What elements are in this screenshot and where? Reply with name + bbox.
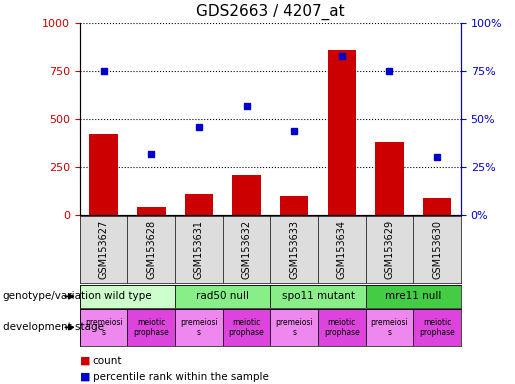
Text: mre11 null: mre11 null [385,291,441,301]
Bar [175,285,270,308]
Bar [128,309,175,346]
Text: premeiosi
s: premeiosi s [371,318,408,337]
Bar [80,285,175,308]
Bar [375,142,404,215]
Bar [175,309,222,346]
Bar [280,196,308,215]
Bar [270,285,366,308]
Text: GSM153630: GSM153630 [432,220,442,279]
Bar [137,207,165,215]
Text: meiotic
prophase: meiotic prophase [419,318,455,337]
Text: premeiosi
s: premeiosi s [180,318,218,337]
Text: meiotic
prophase: meiotic prophase [229,318,264,337]
Text: count: count [93,356,122,366]
Text: GSM153633: GSM153633 [289,220,299,279]
Text: ■: ■ [80,356,90,366]
Text: GSM153634: GSM153634 [337,220,347,279]
Bar [423,198,451,215]
Bar [232,175,261,215]
Text: GSM153628: GSM153628 [146,220,156,279]
Text: development stage: development stage [3,322,104,333]
Bar [318,309,366,346]
Text: premeiosi
s: premeiosi s [85,318,123,337]
Text: genotype/variation: genotype/variation [3,291,101,301]
Text: wild type: wild type [104,291,151,301]
Bar [366,309,413,346]
Text: spo11 mutant: spo11 mutant [282,291,354,301]
Bar [366,285,461,308]
Text: ■: ■ [80,372,90,382]
Bar [222,309,270,346]
Text: premeiosi
s: premeiosi s [276,318,313,337]
Text: GSM153632: GSM153632 [242,220,251,279]
Text: GSM153629: GSM153629 [385,220,394,279]
Title: GDS2663 / 4207_at: GDS2663 / 4207_at [196,4,345,20]
Text: percentile rank within the sample: percentile rank within the sample [93,372,269,382]
Text: meiotic
prophase: meiotic prophase [133,318,169,337]
Text: rad50 null: rad50 null [196,291,249,301]
Bar [413,309,461,346]
Bar [90,134,118,215]
Text: GSM153627: GSM153627 [99,220,109,280]
Bar [80,309,128,346]
Text: meiotic
prophase: meiotic prophase [324,318,359,337]
Text: GSM153631: GSM153631 [194,220,204,279]
Bar [328,50,356,215]
Bar [184,194,213,215]
Bar [270,309,318,346]
